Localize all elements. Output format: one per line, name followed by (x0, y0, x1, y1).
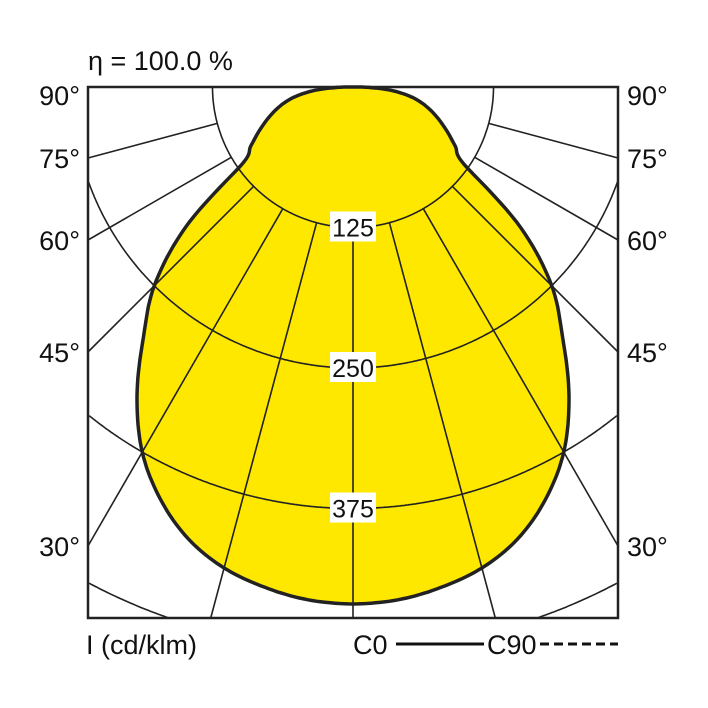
grid-radial-75-right (488, 122, 619, 159)
grid-radial-30-left (87, 208, 284, 547)
angle-label-left-90: 90° (39, 81, 80, 111)
angle-label-right-45: 45° (627, 338, 668, 368)
grid-radial-60-right (474, 156, 619, 241)
grid-radial-15-right (388, 222, 497, 619)
c0-curve-line (135, 85, 571, 606)
grid-radial-75-left (87, 122, 218, 159)
radial-label-125: 125 (332, 215, 374, 243)
angle-label-left-75: 75° (39, 144, 80, 174)
radial-label-250: 250 (332, 355, 374, 383)
angle-label-right-30: 30° (627, 532, 668, 562)
radial-label-375: 375 (332, 496, 374, 524)
grid-circle-500 (88, 582, 618, 619)
grid-radial-15-left (209, 222, 318, 619)
radial-label-bg (330, 492, 376, 523)
legend-c90-label: C90 (487, 630, 537, 660)
grid-radial-45-right (451, 185, 619, 353)
angle-label-left-60: 60° (39, 226, 80, 256)
angle-label-right-75: 75° (627, 144, 668, 174)
grid-radial-30-right (422, 208, 619, 547)
chart-title: η = 100.0 % (88, 46, 233, 76)
unit-label: I (cd/klm) (86, 630, 197, 660)
grid-radial-60-left (87, 156, 232, 241)
grid-radial-45-left (87, 185, 255, 353)
radial-label-bg (330, 352, 376, 382)
angle-label-right-60: 60° (627, 226, 668, 256)
angle-label-right-90: 90° (627, 81, 668, 111)
angle-label-left-30: 30° (39, 532, 80, 562)
angle-label-left-45: 45° (39, 338, 80, 368)
legend-c0-label: C0 (353, 630, 388, 660)
plot-area: 125 250 375 (87, 85, 619, 619)
radial-label-bg (330, 211, 376, 242)
plot-frame (86, 85, 620, 620)
